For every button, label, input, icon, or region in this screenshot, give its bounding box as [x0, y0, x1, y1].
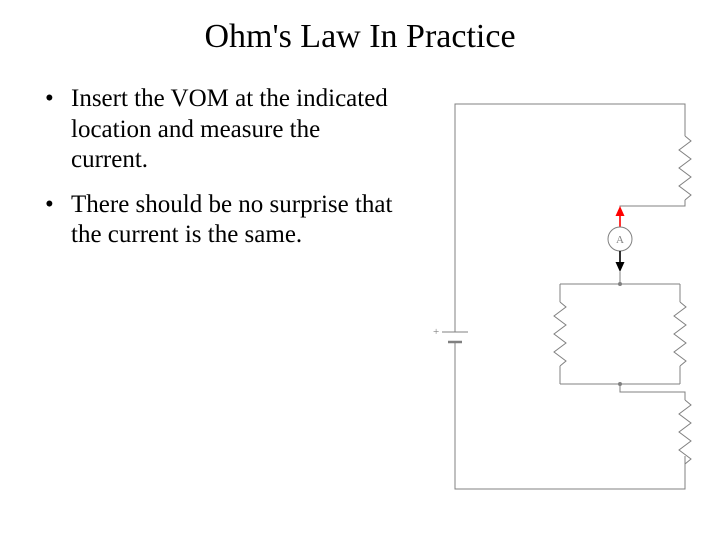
- node-top: [618, 282, 622, 286]
- page-title: Ohm's Law In Practice: [0, 0, 720, 56]
- circuit-svg: + A: [400, 84, 720, 514]
- ammeter-label: A: [616, 234, 624, 246]
- content-row: Insert the VOM at the indicated location…: [0, 84, 720, 514]
- list-item: Insert the VOM at the indicated location…: [45, 84, 400, 176]
- bullet-list: Insert the VOM at the indicated location…: [0, 84, 400, 514]
- circuit-diagram: + A: [400, 84, 720, 514]
- battery-plus: +: [433, 326, 439, 338]
- list-item: There should be no surprise that the cur…: [45, 190, 400, 251]
